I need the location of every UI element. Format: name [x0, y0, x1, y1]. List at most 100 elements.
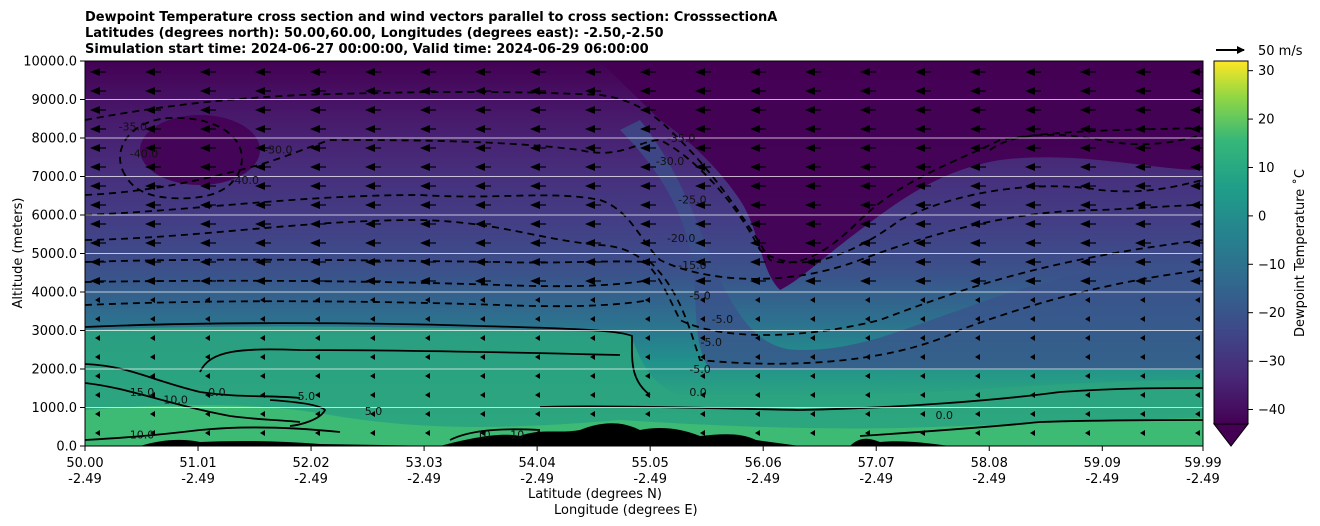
wind-vector-arrow	[145, 220, 155, 228]
wind-vector-arrow	[475, 87, 485, 95]
x-axis-label-longitude: Longitude (degrees E)	[554, 503, 698, 518]
wind-vector-arrow	[365, 277, 375, 285]
wind-vector-arrow	[915, 144, 925, 152]
wind-vector-arrow	[970, 258, 980, 266]
contour-label: -5.0	[712, 313, 733, 326]
wind-vector-arrow	[865, 335, 870, 341]
wind-vector-arrow	[590, 373, 595, 379]
colorbar-tick-label: −20	[1258, 306, 1285, 321]
wind-vector-arrow	[420, 258, 430, 266]
colorbar-label: Dewpoint Temperature ˚C	[1292, 169, 1308, 337]
wind-vector-arrow	[1030, 335, 1035, 341]
wind-vector-arrow	[255, 68, 265, 76]
wind-vector-arrow	[645, 316, 650, 322]
wind-vector-arrow	[695, 125, 705, 133]
wind-vector-arrow	[1025, 125, 1035, 133]
wind-vector-arrow	[530, 220, 540, 228]
wind-vector-arrow	[1190, 182, 1200, 190]
wind-vector-arrow	[480, 316, 485, 322]
wind-vector-arrow	[530, 68, 540, 76]
wind-vector-arrow	[150, 335, 155, 341]
wind-vector-arrow	[1140, 354, 1145, 360]
wind-vector-arrow	[370, 373, 375, 379]
wind-vector-arrow	[370, 392, 375, 398]
wind-vector-arrow	[975, 354, 980, 360]
wind-vector-arrow	[700, 392, 705, 398]
x-tick-label-lat: 58.08	[971, 456, 1008, 471]
wind-vector-arrow	[970, 163, 980, 171]
wind-vector-arrow	[535, 411, 540, 417]
wind-vector-arrow	[1190, 220, 1200, 228]
contour-ten	[85, 382, 301, 423]
contour-inversion	[539, 387, 1203, 411]
y-tick-label: 3000.0	[32, 324, 78, 339]
wind-vector-arrow	[865, 411, 870, 417]
wind-vector-arrow	[475, 182, 485, 190]
wind-vector-arrow	[425, 392, 430, 398]
wind-vector-arrow	[1085, 335, 1090, 341]
contour-label: -35.0	[667, 132, 695, 145]
y-tick-label: 8000.0	[32, 132, 78, 147]
wind-vector-arrow	[1085, 392, 1090, 398]
wind-vector-arrow	[1140, 430, 1145, 436]
wind-vector-arrow	[260, 316, 265, 322]
dry-intrusion-region	[600, 61, 1203, 290]
wind-vector-arrow	[915, 182, 925, 190]
wind-vector-arrow	[315, 335, 320, 341]
wind-vector-arrow	[530, 258, 540, 266]
wind-vector-arrow	[860, 277, 870, 285]
wind-vector-arrow	[260, 297, 265, 303]
wind-vector-arrow	[1030, 354, 1035, 360]
wind-vector-arrow	[1190, 144, 1200, 152]
wind-vector-arrow	[420, 220, 430, 228]
wind-vector-arrow	[805, 182, 815, 190]
wind-vector-arrow	[695, 106, 705, 114]
wind-vector-arrow	[645, 392, 650, 398]
colorbar-tick-label: 0	[1258, 209, 1266, 224]
x-tick-label-lat: 59.09	[1084, 456, 1121, 471]
wind-vector-arrow	[700, 430, 705, 436]
wind-vector-arrow	[475, 144, 485, 152]
wind-vector-arrow	[695, 220, 705, 228]
wind-vector-arrow	[255, 220, 265, 228]
wind-vector-arrow	[1080, 106, 1090, 114]
wind-vector-arrow	[1080, 258, 1090, 266]
contour-label: 5.0	[365, 405, 383, 418]
wind-vector-arrow	[585, 106, 595, 114]
wind-vector-arrow	[970, 68, 980, 76]
wind-vector-arrow	[1140, 316, 1145, 322]
wind-vector-arrow	[310, 68, 320, 76]
wind-vector-arrow	[590, 430, 595, 436]
wind-vector-arrow	[90, 144, 100, 152]
wind-vector-arrow	[920, 297, 925, 303]
wind-vector-arrow	[640, 258, 650, 266]
contour-label: -30.0	[264, 143, 292, 156]
wind-vector-arrow	[1195, 411, 1200, 417]
y-tick-label: 1000.0	[32, 401, 78, 416]
wind-vector-arrow	[370, 335, 375, 341]
wind-vector-arrow	[535, 316, 540, 322]
wind-vector-arrow	[585, 163, 595, 171]
wind-vector-arrow	[475, 68, 485, 76]
wind-vector-arrow	[255, 258, 265, 266]
wind-vector-arrow	[805, 277, 815, 285]
contour-ten-surface	[85, 426, 341, 441]
colorbar-tick-label: 10	[1258, 161, 1275, 176]
wind-vector-arrow	[475, 258, 485, 266]
wind-vector-arrow	[1140, 297, 1145, 303]
wind-vector-arrow	[1080, 201, 1090, 209]
wind-vector-arrow	[1190, 258, 1200, 266]
wind-vector-arrow	[865, 392, 870, 398]
wind-vector-arrow	[970, 106, 980, 114]
wind-vector-arrow	[750, 125, 760, 133]
wind-vector-arrow	[810, 430, 815, 436]
wind-vector-arrow	[145, 106, 155, 114]
wind-vector-arrow	[860, 87, 870, 95]
wind-vector-arrow	[1195, 335, 1200, 341]
wind-vector-arrow	[810, 392, 815, 398]
wind-vector-arrow	[205, 297, 210, 303]
wind-vector-arrow	[975, 316, 980, 322]
wind-vector-arrow	[1195, 430, 1200, 436]
wind-vector-arrow	[145, 144, 155, 152]
contour-label: -35.0	[119, 120, 147, 133]
